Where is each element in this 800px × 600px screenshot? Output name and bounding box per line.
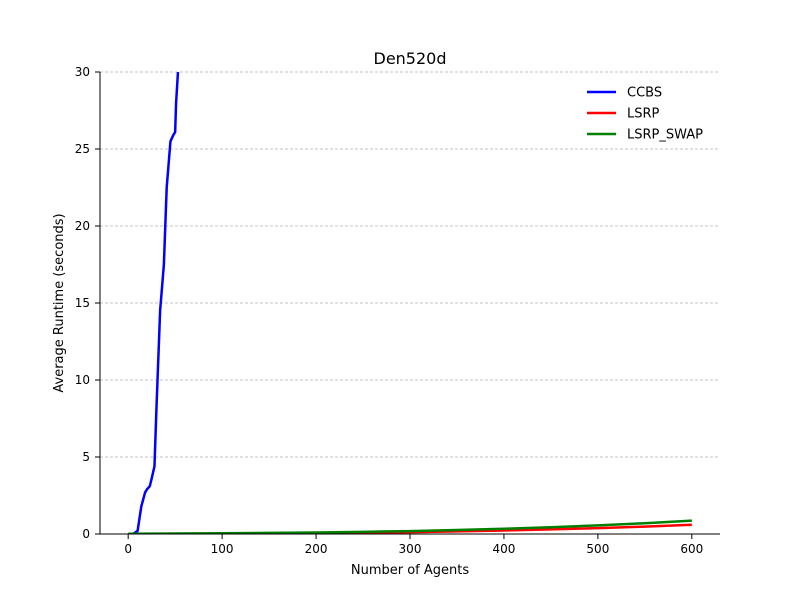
x-tick-label: 300 <box>399 542 422 556</box>
y-tick-label: 10 <box>75 373 90 387</box>
series-line-ccbs <box>129 72 180 534</box>
y-tick-label: 20 <box>75 219 90 233</box>
x-tick-label: 400 <box>492 542 515 556</box>
x-tick-label: 500 <box>586 542 609 556</box>
x-tick-label: 0 <box>124 542 132 556</box>
legend: CCBS LSRP LSRP_SWAP <box>587 86 703 143</box>
y-tick-label: 30 <box>75 65 90 79</box>
legend-label: CCBS <box>627 86 662 101</box>
y-axis-label: Average Runtime (seconds) <box>52 213 67 392</box>
y-tick-label: 15 <box>75 296 90 310</box>
x-ticks: 0 100 200 300 400 500 600 <box>124 534 703 556</box>
series-line-lsrp-swap <box>128 519 692 534</box>
x-tick-label: 200 <box>305 542 328 556</box>
grid-lines <box>100 71 720 458</box>
y-ticks: 0 5 10 15 20 25 30 <box>75 65 100 541</box>
legend-label: LSRP_SWAP <box>627 128 703 143</box>
x-tick-label: 100 <box>211 542 234 556</box>
y-tick-label: 0 <box>82 527 90 541</box>
legend-label: LSRP <box>627 107 660 122</box>
y-tick-label: 5 <box>82 450 90 464</box>
chart-title: Den520d <box>374 49 447 68</box>
y-tick-label: 25 <box>75 142 90 156</box>
x-tick-label: 600 <box>680 542 703 556</box>
x-axis-label: Number of Agents <box>351 563 469 578</box>
